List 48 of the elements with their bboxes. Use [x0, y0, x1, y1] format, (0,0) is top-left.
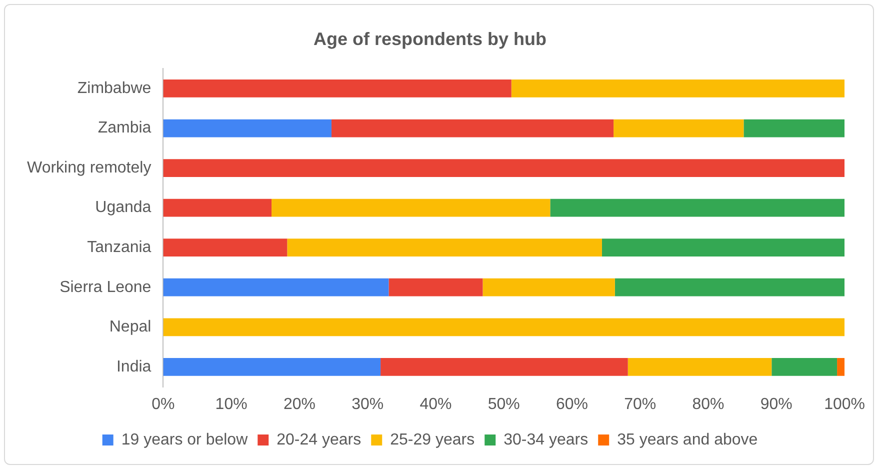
legend-label: 25-29 years	[390, 431, 475, 448]
bar	[628, 358, 772, 376]
y-tick-label: Uganda	[95, 199, 152, 216]
x-tick-label: 0%	[152, 396, 175, 413]
bar	[380, 358, 628, 376]
x-tick-label: 40%	[420, 396, 452, 413]
chart-title: Age of respondents by hub	[313, 28, 547, 49]
y-tick-label: Tanzania	[87, 238, 152, 256]
legend-label: 20-24 years	[276, 431, 362, 448]
x-tick-label: 100%	[824, 396, 865, 413]
x-tick-label: 20%	[283, 396, 316, 413]
bar	[614, 278, 845, 296]
x-tick-label: 50%	[488, 396, 520, 413]
bar	[272, 198, 550, 217]
x-tick-label: 30%	[352, 396, 384, 413]
bar	[614, 119, 744, 138]
bar	[744, 119, 845, 138]
bar	[163, 119, 332, 138]
y-tick-label: Nepal	[109, 318, 152, 336]
x-tick-label: 60%	[556, 396, 588, 413]
bar	[837, 358, 845, 376]
bar	[163, 198, 272, 217]
y-tick-label: Zimbabwe	[77, 80, 152, 97]
y-tick-label: Sierra Leone	[60, 278, 152, 296]
legend-label: 35 years and above	[617, 431, 758, 448]
x-tick-label: 70%	[624, 396, 656, 413]
legend-label: 19 years or below	[121, 431, 248, 448]
x-tick-label: 80%	[692, 396, 724, 413]
bar	[388, 278, 483, 296]
y-tick-label: Zambia	[98, 120, 152, 137]
bar	[482, 278, 615, 296]
bar	[331, 119, 614, 138]
bar	[550, 198, 845, 217]
bar	[163, 80, 512, 98]
y-tick-label: Working remotely	[27, 159, 152, 176]
y-tick-label: India	[116, 358, 152, 376]
bar	[163, 238, 288, 257]
bar	[163, 278, 389, 296]
bar	[163, 159, 845, 177]
x-tick-label: 90%	[760, 396, 792, 413]
legend-label: 30-34 years	[504, 431, 588, 448]
x-tick-label: 10%	[215, 396, 248, 413]
bar	[163, 318, 845, 336]
bar	[602, 238, 845, 257]
bar	[511, 80, 845, 98]
bar	[163, 358, 381, 376]
bar	[287, 238, 602, 257]
bar	[772, 358, 838, 376]
